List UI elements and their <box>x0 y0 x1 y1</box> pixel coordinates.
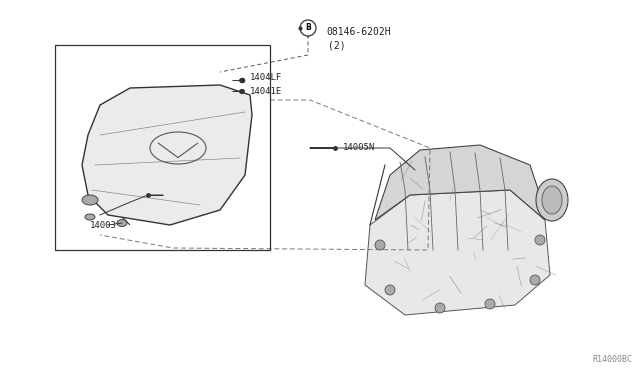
Text: (2): (2) <box>328 40 346 50</box>
Text: R14000BC: R14000BC <box>592 355 632 364</box>
Polygon shape <box>375 145 545 220</box>
Text: 14003: 14003 <box>90 221 117 230</box>
Polygon shape <box>82 85 252 225</box>
Text: B: B <box>305 23 311 32</box>
Ellipse shape <box>85 214 95 220</box>
Circle shape <box>300 20 316 36</box>
Text: 14041E: 14041E <box>250 87 282 96</box>
Text: 1404LF: 1404LF <box>250 73 282 81</box>
Circle shape <box>485 299 495 309</box>
Text: 08146-6202H: 08146-6202H <box>326 27 390 37</box>
Circle shape <box>375 240 385 250</box>
Circle shape <box>530 275 540 285</box>
Circle shape <box>435 303 445 313</box>
Ellipse shape <box>542 186 562 214</box>
Ellipse shape <box>117 219 127 227</box>
Text: 14041FA: 14041FA <box>175 190 212 199</box>
Bar <box>55 45 270 250</box>
Circle shape <box>385 285 395 295</box>
Text: 14005N: 14005N <box>343 144 375 153</box>
Ellipse shape <box>536 179 568 221</box>
Circle shape <box>535 235 545 245</box>
Polygon shape <box>365 190 550 315</box>
Ellipse shape <box>82 195 98 205</box>
